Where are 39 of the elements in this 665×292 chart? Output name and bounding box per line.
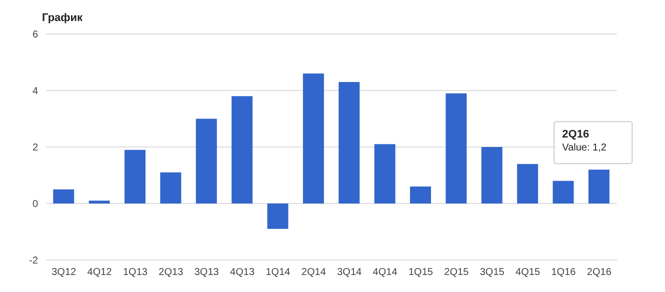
x-tick-label: 4Q13 (230, 267, 255, 278)
bar (552, 180, 574, 204)
chart-title: График (42, 12, 83, 24)
bar (338, 82, 360, 204)
x-tick-label: 2Q13 (158, 267, 184, 278)
bar (124, 150, 146, 204)
y-tick-label: 4 (32, 86, 38, 98)
x-tick-label: 2Q15 (444, 267, 470, 278)
bar (446, 93, 467, 204)
x-tick-label: 3Q15 (480, 267, 505, 278)
bar (160, 172, 182, 204)
bar (302, 74, 324, 204)
bar (88, 200, 110, 204)
y-tick-label: 6 (32, 30, 38, 41)
x-tick-label: 1Q13 (122, 267, 148, 278)
y-tick-label: -2 (29, 256, 38, 267)
x-tick-label: 4Q12 (87, 267, 112, 278)
bar (588, 170, 610, 204)
bar (232, 96, 253, 204)
x-tick-label: 4Q14 (372, 267, 398, 278)
bar (481, 147, 502, 204)
annotation: 2Q16 Value: 1,2 (562, 128, 607, 154)
x-tick-label: 3Q12 (52, 267, 77, 278)
bar (410, 186, 432, 204)
bar (517, 164, 538, 204)
bar (196, 118, 217, 204)
x-tick-label: 1Q16 (551, 267, 576, 278)
x-tick-label: 2Q16 (586, 267, 612, 278)
x-tick-label: 1Q15 (408, 267, 434, 278)
y-tick-label: 0 (32, 199, 38, 210)
bar (267, 204, 288, 229)
bar (374, 144, 396, 204)
x-tick-label: 2Q14 (301, 267, 326, 278)
x-tick-label: 3Q14 (337, 267, 362, 278)
bar (53, 189, 74, 204)
x-tick-label: 3Q13 (194, 267, 220, 278)
x-tick-label: 4Q15 (516, 267, 540, 278)
y-tick-label: 2 (32, 142, 38, 154)
x-tick-label: 1Q14 (266, 267, 291, 278)
